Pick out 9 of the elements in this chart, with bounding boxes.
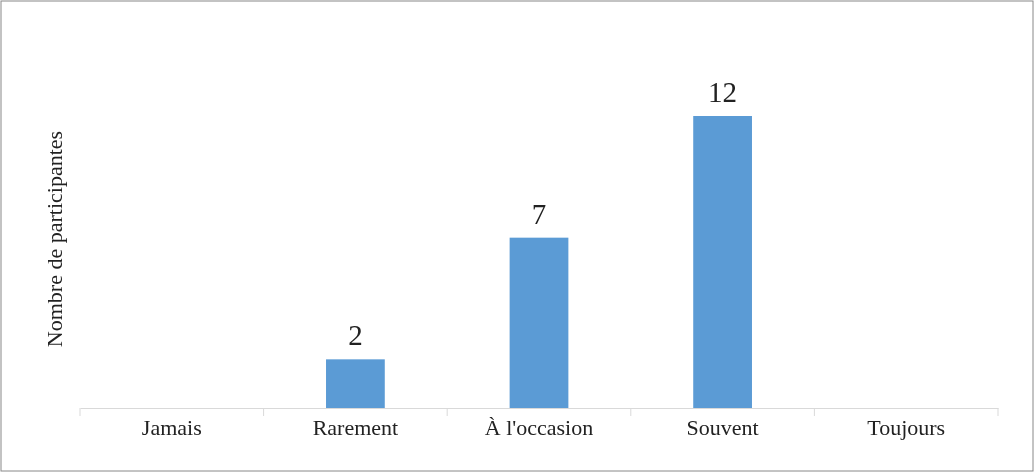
data-label: 2 <box>348 319 363 352</box>
x-tick-label: Toujours <box>867 415 946 441</box>
x-tick-label: Jamais <box>141 415 202 441</box>
y-axis-title: Nombre de participantes <box>42 130 67 348</box>
x-tick-label: À l'occasion <box>484 415 594 441</box>
x-tick-label: Rarement <box>312 415 399 441</box>
data-label: 12 <box>708 76 738 108</box>
data-label: 7 <box>531 197 547 230</box>
x-tick-label: Souvent <box>686 415 759 441</box>
